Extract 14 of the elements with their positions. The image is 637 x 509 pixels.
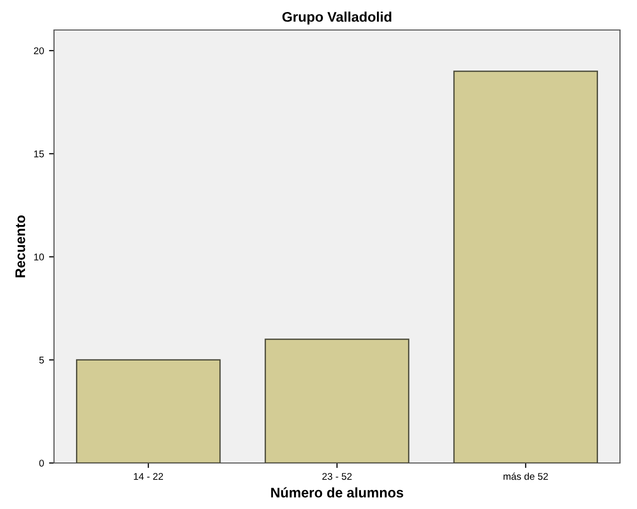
y-tick-label: 20 <box>34 47 44 54</box>
y-tick-label: 5 <box>39 356 44 364</box>
bar <box>264 338 410 463</box>
chart-title: Grupo Valladolid <box>282 12 392 25</box>
x-axis-title: Número de alumnos <box>271 487 404 498</box>
y-tick-label: 15 <box>34 150 44 158</box>
y-tick-label: 0 <box>39 460 44 467</box>
bar <box>76 359 221 463</box>
y-tick-label: 10 <box>34 254 44 260</box>
x-tick-label: más de 52 <box>504 472 548 480</box>
x-tick-label: 14 - 22 <box>134 472 163 480</box>
x-tick-label: 23 - 52 <box>322 472 352 480</box>
y-axis-title: Recuento <box>15 215 26 278</box>
bar <box>453 70 598 463</box>
